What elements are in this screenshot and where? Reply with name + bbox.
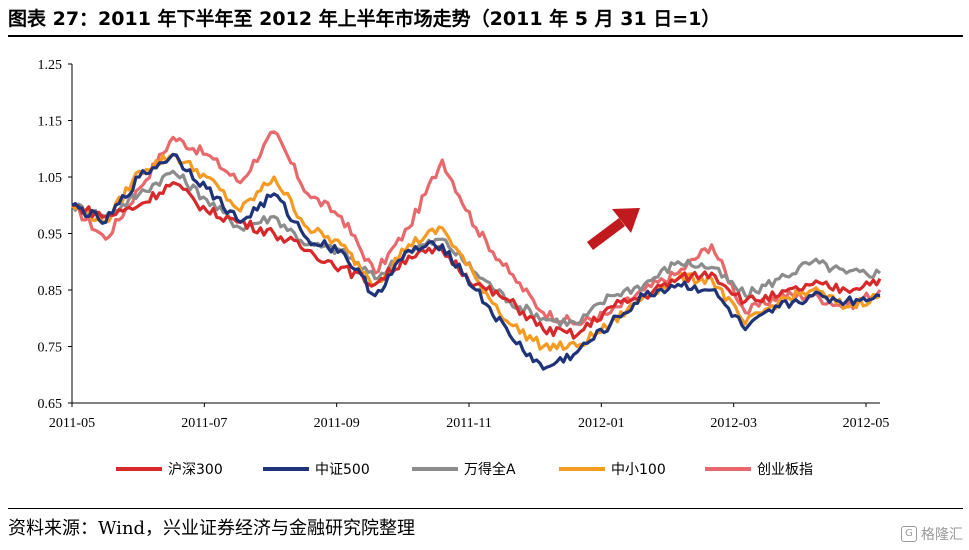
x-tick-label: 2012-01 [578,416,625,431]
x-tick-label: 2011-07 [181,416,227,431]
trend-arrow [587,208,640,250]
arrow-shaft [587,218,625,250]
chart-title: 图表 27：2011 年下半年至 2012 年上半年市场走势（2011 年 5 … [8,8,721,30]
x-tick-label: 2011-09 [314,416,360,431]
legend-label-zz500: 中证500 [315,462,370,478]
x-tick-label: 2012-03 [710,416,757,431]
x-tick-label: 2011-11 [446,416,492,431]
series-line-hs300 [71,181,882,340]
legend-label-wind_a: 万得全A [464,461,516,478]
x-tick-label: 2012-05 [843,416,890,431]
watermark: G 格隆汇 [901,524,963,544]
series-line-wind_a [70,169,882,328]
chart-legend: 沪深300 中证500 万得全A 中小100 创业板指 [116,461,813,478]
legend-label-cyb: 创业板指 [757,462,813,478]
watermark-logo-icon: G [901,526,917,542]
series-line-zx100 [70,152,881,352]
series-line-zz500 [71,152,881,371]
x-tick-label: 2011-05 [49,416,95,431]
y-tick-label: 0.85 [38,284,63,299]
y-tick-label: 1.15 [38,115,63,130]
source-divider [8,508,963,509]
y-tick-label: 0.75 [38,341,63,356]
arrow-head [612,208,640,233]
series-line-cyb [71,130,882,327]
source-note: 资料来源：Wind，兴业证券经济与金融研究院整理 [8,518,416,539]
watermark-text: 格隆汇 [921,527,963,543]
y-tick-label: 0.95 [38,228,63,243]
y-tick-label: 1.05 [38,171,63,186]
chart-series-lines [70,130,882,371]
chart-axes: 0.65 0.75 0.85 0.95 1.05 1.15 1.25 2011-05 2011-… [38,58,890,431]
legend-label-hs300: 沪深300 [168,462,223,478]
legend-label-zx100: 中小100 [611,462,666,478]
line-chart: 0.65 0.75 0.85 0.95 1.05 1.15 1.25 2011-05 2011-… [38,58,890,478]
y-tick-label: 1.25 [38,58,63,73]
y-tick-label: 0.65 [38,397,63,412]
title-divider [8,35,963,37]
